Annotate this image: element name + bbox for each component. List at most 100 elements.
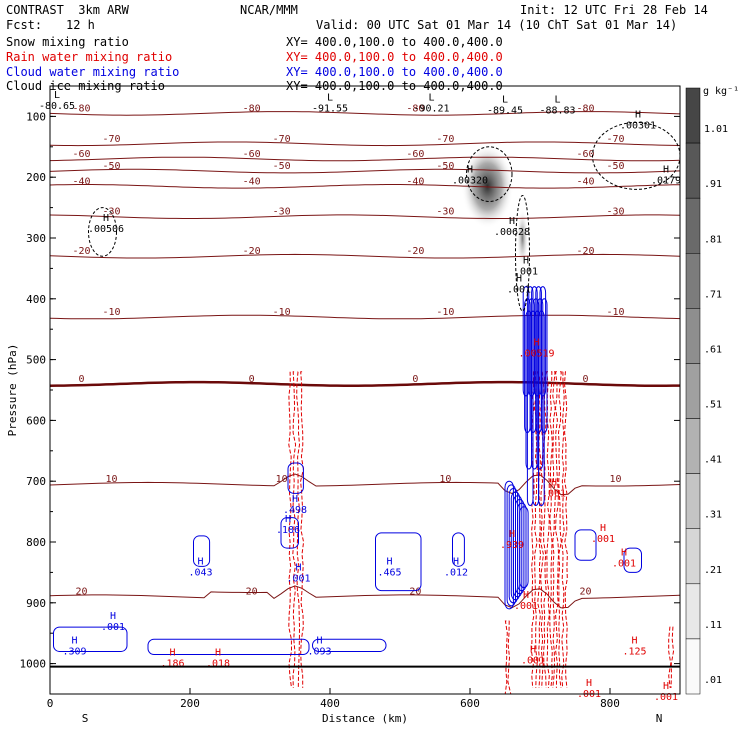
contour-label: .00519 <box>518 349 554 360</box>
rain-contour-core <box>549 371 553 688</box>
rain-contour-north <box>670 626 675 688</box>
temperature-label: -70 <box>102 134 120 145</box>
contour-label-marker: H <box>169 648 175 659</box>
cloud-water-contour <box>147 638 310 655</box>
rain-contour-west <box>300 371 305 688</box>
contour-label: .001 <box>507 285 531 296</box>
init-time: Init: 12 UTC Fri 28 Feb 14 <box>520 3 708 17</box>
colorbar-label: .91 <box>704 179 722 190</box>
contour-label: .465 <box>377 567 401 578</box>
cloud-water-core <box>519 506 529 589</box>
temperature-line <box>49 585 681 609</box>
contour-label-marker: H <box>386 556 392 567</box>
temperature-label: -10 <box>273 307 291 318</box>
colorbar-swatch <box>685 197 701 254</box>
legend-snow-xy: XY= 400.0,100.0 to 400.0,400.0 <box>286 35 503 49</box>
temperature-label: 10 <box>105 474 117 485</box>
contour-label: .001 <box>514 266 538 277</box>
colorbar-swatch <box>685 638 701 695</box>
temperature-label: -80 <box>243 103 261 114</box>
contour-label-marker: H <box>533 338 539 349</box>
legend-cloudwater-xy: XY= 400.0,100.0 to 400.0,400.0 <box>286 65 503 79</box>
x-end-label-north: N <box>656 712 663 725</box>
temperature-label: -50 <box>102 161 120 172</box>
contour-label-marker: H <box>71 635 77 646</box>
temperature-label: -30 <box>436 207 454 218</box>
snow-contour <box>88 207 117 257</box>
temperature-label: -20 <box>406 246 424 257</box>
snow-contour <box>515 194 530 312</box>
colorbar-label: .21 <box>704 565 722 576</box>
contour-label: .001 <box>101 622 125 633</box>
temperature-line <box>49 141 681 147</box>
contour-label-marker: H <box>215 648 221 659</box>
temperature-label: -40 <box>72 176 90 187</box>
cloud-ice-blob <box>461 144 514 229</box>
contour-label: -89.45 <box>487 105 523 116</box>
contour-label-marker: H <box>621 547 627 558</box>
contour-label-marker: H <box>631 635 637 646</box>
y-tick-label: 600 <box>26 414 46 427</box>
colorbar-swatch <box>685 473 701 529</box>
colorbar-label: .31 <box>704 510 722 521</box>
contour-label: .186 <box>276 525 300 536</box>
temperature-label: -10 <box>102 307 120 318</box>
temperature-label: 10 <box>439 474 451 485</box>
contour-label-marker: H <box>110 611 116 622</box>
temperature-line <box>49 111 681 116</box>
contour-label-marker: H <box>523 255 529 266</box>
contour-label: .043 <box>188 567 212 578</box>
contour-label-marker: H <box>663 681 669 692</box>
y-tick-label: 400 <box>26 293 46 306</box>
cloud-water-contour <box>193 535 211 567</box>
temperature-label: -10 <box>436 307 454 318</box>
temperature-line <box>49 380 680 387</box>
temperature-label: 10 <box>276 474 288 485</box>
y-tick-label: 300 <box>26 232 46 245</box>
x-end-label-south: S <box>82 712 89 725</box>
model-title: CONTRAST 3km ARW <box>6 3 129 17</box>
contour-label: .001 <box>577 689 601 700</box>
temperature-label: -20 <box>243 246 261 257</box>
contour-label-marker: H <box>600 523 606 534</box>
contour-label: .093 <box>307 646 331 657</box>
temperature-label: 20 <box>75 587 87 598</box>
contour-label: -90.21 <box>413 104 449 115</box>
rain-contour-core <box>543 371 547 688</box>
temperature-label: 10 <box>609 474 621 485</box>
cloud-water-contour <box>287 462 304 494</box>
temperature-label: -30 <box>102 207 120 218</box>
legend-cloudwater-name: Cloud water mixing ratio <box>6 65 180 79</box>
contour-label-marker: L <box>502 94 508 105</box>
y-tick-label: 800 <box>26 536 46 549</box>
forecast-label: Fcst: <box>6 18 43 32</box>
temperature-label: -70 <box>436 134 454 145</box>
cloud-water-core <box>517 502 527 592</box>
contour-label: .001 <box>514 601 538 612</box>
colorbar-unit: g kg⁻¹ <box>703 86 739 97</box>
legend-snow-name: Snow mixing ratio <box>6 35 129 49</box>
colorbar-label: .01 <box>704 675 722 686</box>
x-tick-label: 400 <box>320 697 340 710</box>
colorbar-swatch <box>685 363 701 419</box>
temperature-label: -50 <box>436 161 454 172</box>
temperature-label: 20 <box>409 587 421 598</box>
temperature-line <box>49 184 681 189</box>
y-axis-label: Pressure (hPa) <box>6 344 19 437</box>
temperature-label: -50 <box>606 161 624 172</box>
colorbar-swatch <box>685 528 701 585</box>
contour-label-marker: L <box>54 90 60 101</box>
cloud-water-contour <box>574 529 597 561</box>
y-tick-label: 500 <box>26 354 46 367</box>
temperature-label: -40 <box>243 176 261 187</box>
y-tick-label: 700 <box>26 475 46 488</box>
rain-water-contours <box>288 371 675 695</box>
contour-label-marker: H <box>285 514 291 525</box>
contour-label: .001 <box>542 488 566 499</box>
contour-label-marker: H <box>530 645 536 656</box>
temperature-label: 0 <box>412 374 418 385</box>
rain-contour-edge <box>507 620 512 695</box>
cloud-water-core <box>539 286 547 397</box>
contour-label: .498 <box>283 505 307 516</box>
temperature-line <box>49 473 681 496</box>
